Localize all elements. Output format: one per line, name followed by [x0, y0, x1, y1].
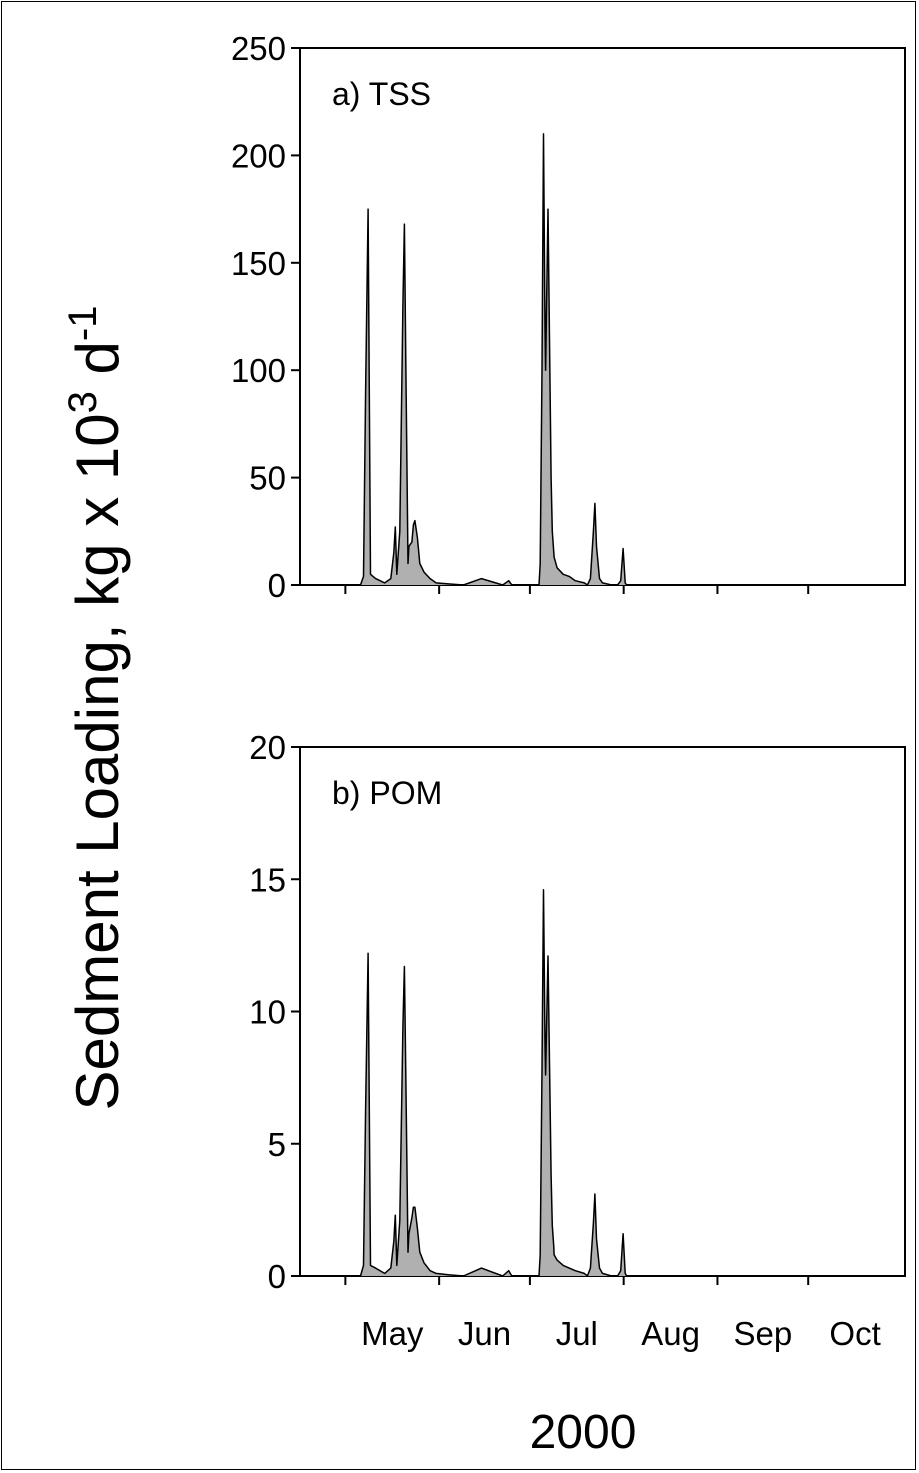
- plot-a-frame: [299, 47, 906, 586]
- x-month-label: May: [361, 1315, 424, 1352]
- plot-a-y-ticks: 0 50 100 150 200 250: [231, 30, 300, 604]
- y-tick-label: 10: [249, 994, 286, 1031]
- y-axis-title-exp1: 3: [61, 391, 105, 413]
- y-tick-label: 20: [249, 729, 286, 766]
- y-tick-label: 150: [231, 245, 286, 282]
- plot-b-frame: [299, 746, 906, 1277]
- y-axis-title: Sedment Loading, kg x 103 d-1: [61, 305, 131, 1110]
- series-area: [300, 889, 905, 1276]
- x-axis-title: 2000: [530, 1406, 637, 1459]
- x-axis-month-labels: May Jun Jul Aug Sep Oct: [361, 1315, 881, 1352]
- y-tick-label: 200: [231, 137, 286, 174]
- plot-a-x-ticks: [344, 585, 810, 594]
- x-month-label: Jul: [556, 1315, 598, 1352]
- x-month-label: Jun: [458, 1315, 511, 1352]
- panel-a-tss: 0 50 100 150 200 250 a) TSS: [231, 30, 906, 604]
- y-tick-label: 0: [268, 567, 286, 604]
- plot-b-x-ticks: [344, 1276, 810, 1285]
- y-tick-label: 50: [249, 460, 286, 497]
- y-axis-title-main: Sedment Loading, kg x 10: [64, 413, 131, 1110]
- x-month-label: Aug: [641, 1315, 700, 1352]
- series-area: [300, 133, 905, 585]
- x-month-label: Sep: [733, 1315, 792, 1352]
- panel-a-title: a) TSS: [332, 76, 431, 112]
- series-line: [300, 133, 905, 586]
- y-tick-label: 250: [231, 30, 286, 67]
- panel-b-pom: 0 5 10 15 20 b) POM: [249, 729, 906, 1295]
- y-tick-label: 0: [268, 1258, 286, 1295]
- plot-b-y-ticks: 0 5 10 15 20: [249, 729, 300, 1295]
- panel-b-title: b) POM: [332, 775, 442, 811]
- y-tick-label: 15: [249, 861, 286, 898]
- x-month-label: Oct: [829, 1315, 880, 1352]
- series-line: [300, 889, 905, 1277]
- y-axis-title-mid: d: [64, 341, 131, 391]
- plot-a-marks: [300, 133, 905, 586]
- y-tick-label: 5: [268, 1126, 286, 1163]
- y-axis-title-exp2: -1: [61, 305, 105, 341]
- y-tick-label: 100: [231, 352, 286, 389]
- plot-b-marks: [300, 889, 905, 1277]
